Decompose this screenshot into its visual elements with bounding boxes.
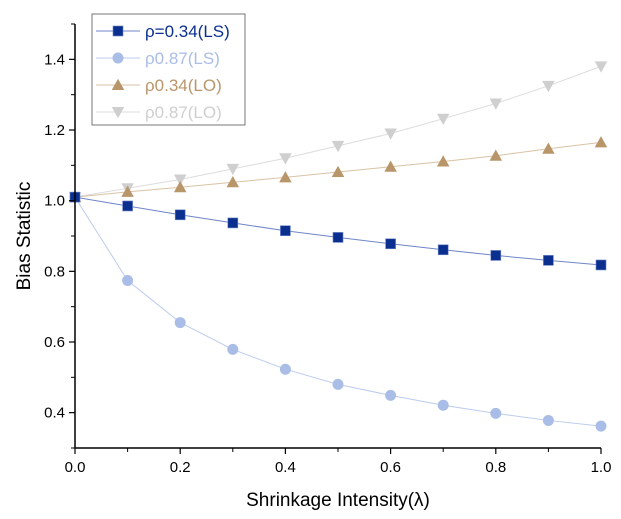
x-tick-label: 0.4 (275, 459, 296, 476)
data-point-series-1 (174, 317, 186, 329)
data-point-series-0 (595, 259, 607, 271)
y-tick-label: 1.2 (44, 122, 65, 139)
data-point-series-2 (279, 171, 292, 183)
data-point-series-1 (542, 414, 554, 426)
x-tick-label: 0.6 (380, 459, 401, 476)
data-point-series-1 (595, 420, 607, 432)
data-point-series-3 (173, 174, 187, 186)
legend-marker (111, 107, 125, 119)
data-point-series-0 (490, 250, 502, 261)
ticks: 0.0 0.2 0.4 0.6 0.8 1.0 0.4 0.6 0.8 1.0 1.2 1.4 (44, 23, 612, 476)
data-point-series-0 (332, 232, 344, 243)
data-point-series-1 (332, 378, 344, 390)
legend: ρ=0.34(LS) ρ0.87(LS) ρ0.34(LO) ρ0.87(LO) (91, 13, 246, 126)
data-point-series-2 (436, 155, 450, 167)
data-point-series-0 (280, 225, 291, 236)
data-point-series-1 (122, 275, 134, 287)
x-axis-title: Shrinkage Intensity(λ) (246, 490, 430, 511)
data-point-series-1 (385, 389, 397, 401)
data-point-series-1 (227, 343, 239, 355)
legend-marker (111, 78, 125, 90)
data-point-series-0 (174, 209, 186, 221)
y-tick-label: 1.4 (44, 51, 65, 68)
data-point-series-3 (594, 61, 608, 73)
data-point-series-2 (384, 160, 397, 172)
x-tick-label: 0.8 (485, 459, 506, 476)
data-point-series-1 (279, 363, 291, 375)
legend-label: ρ0.87(LS) (145, 49, 220, 68)
data-point-series-1 (437, 399, 449, 411)
data-point-series-0 (437, 244, 449, 256)
series-line-0 (74, 196, 602, 266)
legend-marker (112, 25, 124, 37)
x-tick-label: 1.0 (591, 459, 612, 476)
legend-label: ρ=0.34(LS) (145, 22, 230, 41)
data-point-series-2 (542, 142, 555, 154)
data-point-series-3 (226, 163, 240, 176)
data-point-series-0 (543, 255, 554, 266)
y-tick-label: 0.4 (44, 405, 65, 422)
y-tick-label: 0.6 (44, 334, 65, 351)
data-point-series-2 (594, 136, 608, 148)
y-axis-title: Bias Statistic (14, 182, 35, 291)
y-tick-label: 1.0 (44, 193, 65, 210)
series-line-1 (74, 196, 602, 427)
data-point-series-2 (173, 180, 187, 193)
data-point-series-1 (490, 407, 502, 419)
data-point-series-3 (542, 80, 555, 93)
data-point-series-0 (385, 238, 396, 250)
data-point-series-3 (331, 140, 345, 153)
legend-label: ρ0.34(LO) (145, 76, 222, 95)
y-tick-label: 0.8 (44, 263, 65, 280)
data-point-series-2 (226, 176, 240, 188)
data-point-series-2 (121, 185, 134, 197)
legend-marker (112, 52, 124, 64)
legend-label: ρ0.87(LO) (145, 103, 222, 122)
x-tick-label: 0.2 (170, 459, 191, 476)
data-point-series-2 (489, 149, 503, 161)
data-point-series-3 (384, 128, 397, 140)
x-tick-label: 0.0 (65, 459, 86, 476)
data-point-series-0 (227, 217, 239, 229)
data-point-series-3 (436, 113, 450, 125)
data-point-series-0 (122, 200, 133, 212)
data-point-series-3 (489, 98, 503, 110)
data-point-series-2 (331, 165, 345, 178)
data-point-series-3 (279, 153, 292, 165)
plot-markers (68, 61, 608, 432)
